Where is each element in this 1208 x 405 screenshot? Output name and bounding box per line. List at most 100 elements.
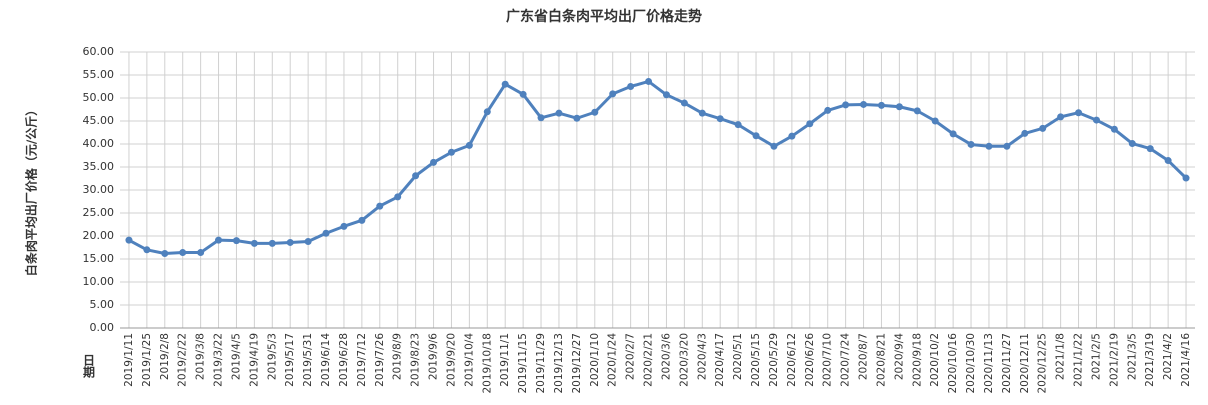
y-axis-title: 白条肉平均出厂价格（元/公斤）	[24, 104, 39, 276]
x-tick-label: 2020/2/21	[643, 333, 655, 387]
x-tick-label: 2020/2/7	[625, 333, 637, 380]
x-tick-label: 2020/9/18	[911, 333, 923, 387]
x-tick-label: 2019/11/1	[499, 333, 511, 387]
x-tick-label: 2019/8/23	[410, 333, 422, 387]
y-tick-label: 50.00	[83, 91, 115, 104]
x-tick-label: 2019/11/15	[517, 333, 529, 394]
marker	[806, 120, 814, 128]
marker	[788, 132, 796, 140]
y-tick-label: 40.00	[83, 137, 115, 150]
x-tick-label: 2020/10/2	[929, 333, 941, 387]
x-tick-label: 2019/10/4	[463, 333, 475, 387]
x-tick-label: 2019/3/8	[195, 333, 207, 380]
marker	[179, 249, 187, 257]
marker	[394, 193, 402, 201]
marker	[895, 103, 903, 111]
x-tick-label: 2020/8/21	[875, 333, 887, 387]
marker	[698, 109, 706, 117]
marker	[161, 249, 169, 257]
x-tick-label: 2019/12/13	[553, 333, 565, 394]
x-tick-label: 2019/7/12	[356, 333, 368, 387]
marker	[877, 101, 885, 109]
x-tick-label: 2019/6/14	[320, 333, 332, 387]
x-tick-label: 2020/6/26	[804, 333, 816, 387]
x-tick-label: 2019/1/25	[141, 333, 153, 387]
marker	[1092, 116, 1100, 124]
x-axis-title: 日期	[82, 354, 96, 379]
x-tick-label: 2019/2/22	[177, 333, 189, 387]
marker	[358, 216, 366, 224]
marker	[1146, 145, 1154, 153]
y-tick-label: 20.00	[83, 229, 115, 242]
x-tick-label: 2019/2/8	[159, 333, 171, 380]
marker	[304, 238, 312, 246]
y-tick-label: 25.00	[83, 206, 115, 219]
x-tick-label: 2020/3/20	[678, 333, 690, 387]
x-tick-label: 2021/1/8	[1055, 333, 1067, 380]
marker	[967, 140, 975, 148]
x-tick-label: 2021/1/22	[1073, 333, 1085, 387]
y-tick-label: 0.00	[90, 321, 115, 334]
x-tick-label: 2020/5/29	[768, 333, 780, 387]
marker	[215, 236, 223, 244]
x-tick-label: 2020/4/17	[714, 333, 726, 387]
x-tick-label: 2020/3/6	[660, 333, 672, 380]
x-tick-label: 2019/4/5	[230, 333, 242, 380]
x-tick-label: 2020/12/11	[1019, 333, 1031, 394]
marker	[519, 90, 527, 98]
marker	[447, 148, 455, 156]
marker	[143, 246, 151, 254]
marker	[573, 114, 581, 122]
marker	[537, 114, 545, 122]
x-tick-label: 2020/12/25	[1037, 333, 1049, 394]
x-tick-label: 2020/9/4	[893, 333, 905, 380]
y-tick-label: 10.00	[83, 275, 115, 288]
x-tick-label: 2019/5/3	[266, 333, 278, 380]
x-tick-label: 2020/11/27	[1001, 333, 1013, 394]
marker	[322, 229, 330, 237]
marker	[1110, 125, 1118, 133]
x-tick-label: 2019/7/26	[374, 333, 386, 387]
marker	[913, 107, 921, 115]
x-tick-label: 2021/4/16	[1180, 333, 1192, 387]
x-tick-label: 2020/4/3	[696, 333, 708, 380]
marker	[197, 249, 205, 257]
marker	[376, 202, 384, 210]
marker	[1182, 174, 1190, 182]
marker	[340, 222, 348, 230]
x-tick-label: 2021/2/5	[1090, 333, 1102, 380]
x-tick-label: 2019/12/27	[571, 333, 583, 394]
x-tick-label: 2019/3/22	[213, 333, 225, 387]
marker	[430, 158, 438, 166]
marker	[662, 91, 670, 99]
x-tick-label: 2020/10/16	[947, 333, 959, 394]
x-tick-label: 2020/7/10	[822, 333, 834, 387]
x-tick-label: 2021/2/19	[1108, 333, 1120, 387]
marker	[824, 106, 832, 114]
x-tick-label: 2019/9/6	[428, 333, 440, 380]
marker	[842, 101, 850, 109]
y-tick-label: 45.00	[83, 114, 115, 127]
x-tick-label: 2020/8/7	[858, 333, 870, 380]
marker	[734, 121, 742, 129]
x-tick-label: 2019/11/29	[535, 333, 547, 394]
x-tick-label: 2019/8/9	[392, 333, 404, 380]
marker	[286, 238, 294, 246]
marker	[250, 239, 258, 247]
x-tick-label: 2019/4/19	[248, 333, 260, 387]
marker	[483, 108, 491, 116]
marker	[268, 239, 276, 247]
x-tick-label: 2020/1/24	[607, 333, 619, 387]
x-tick-label: 2020/1/10	[589, 333, 601, 387]
y-tick-label: 35.00	[83, 160, 115, 173]
x-tick-label: 2019/5/31	[302, 333, 314, 387]
x-tick-label: 2020/10/30	[965, 333, 977, 394]
marker	[465, 141, 473, 149]
x-tick-label: 2020/5/1	[732, 333, 744, 380]
marker	[1021, 129, 1029, 137]
marker	[985, 142, 993, 150]
marker	[412, 172, 420, 180]
x-tick-label: 2019/9/20	[445, 333, 457, 387]
marker	[609, 90, 617, 98]
